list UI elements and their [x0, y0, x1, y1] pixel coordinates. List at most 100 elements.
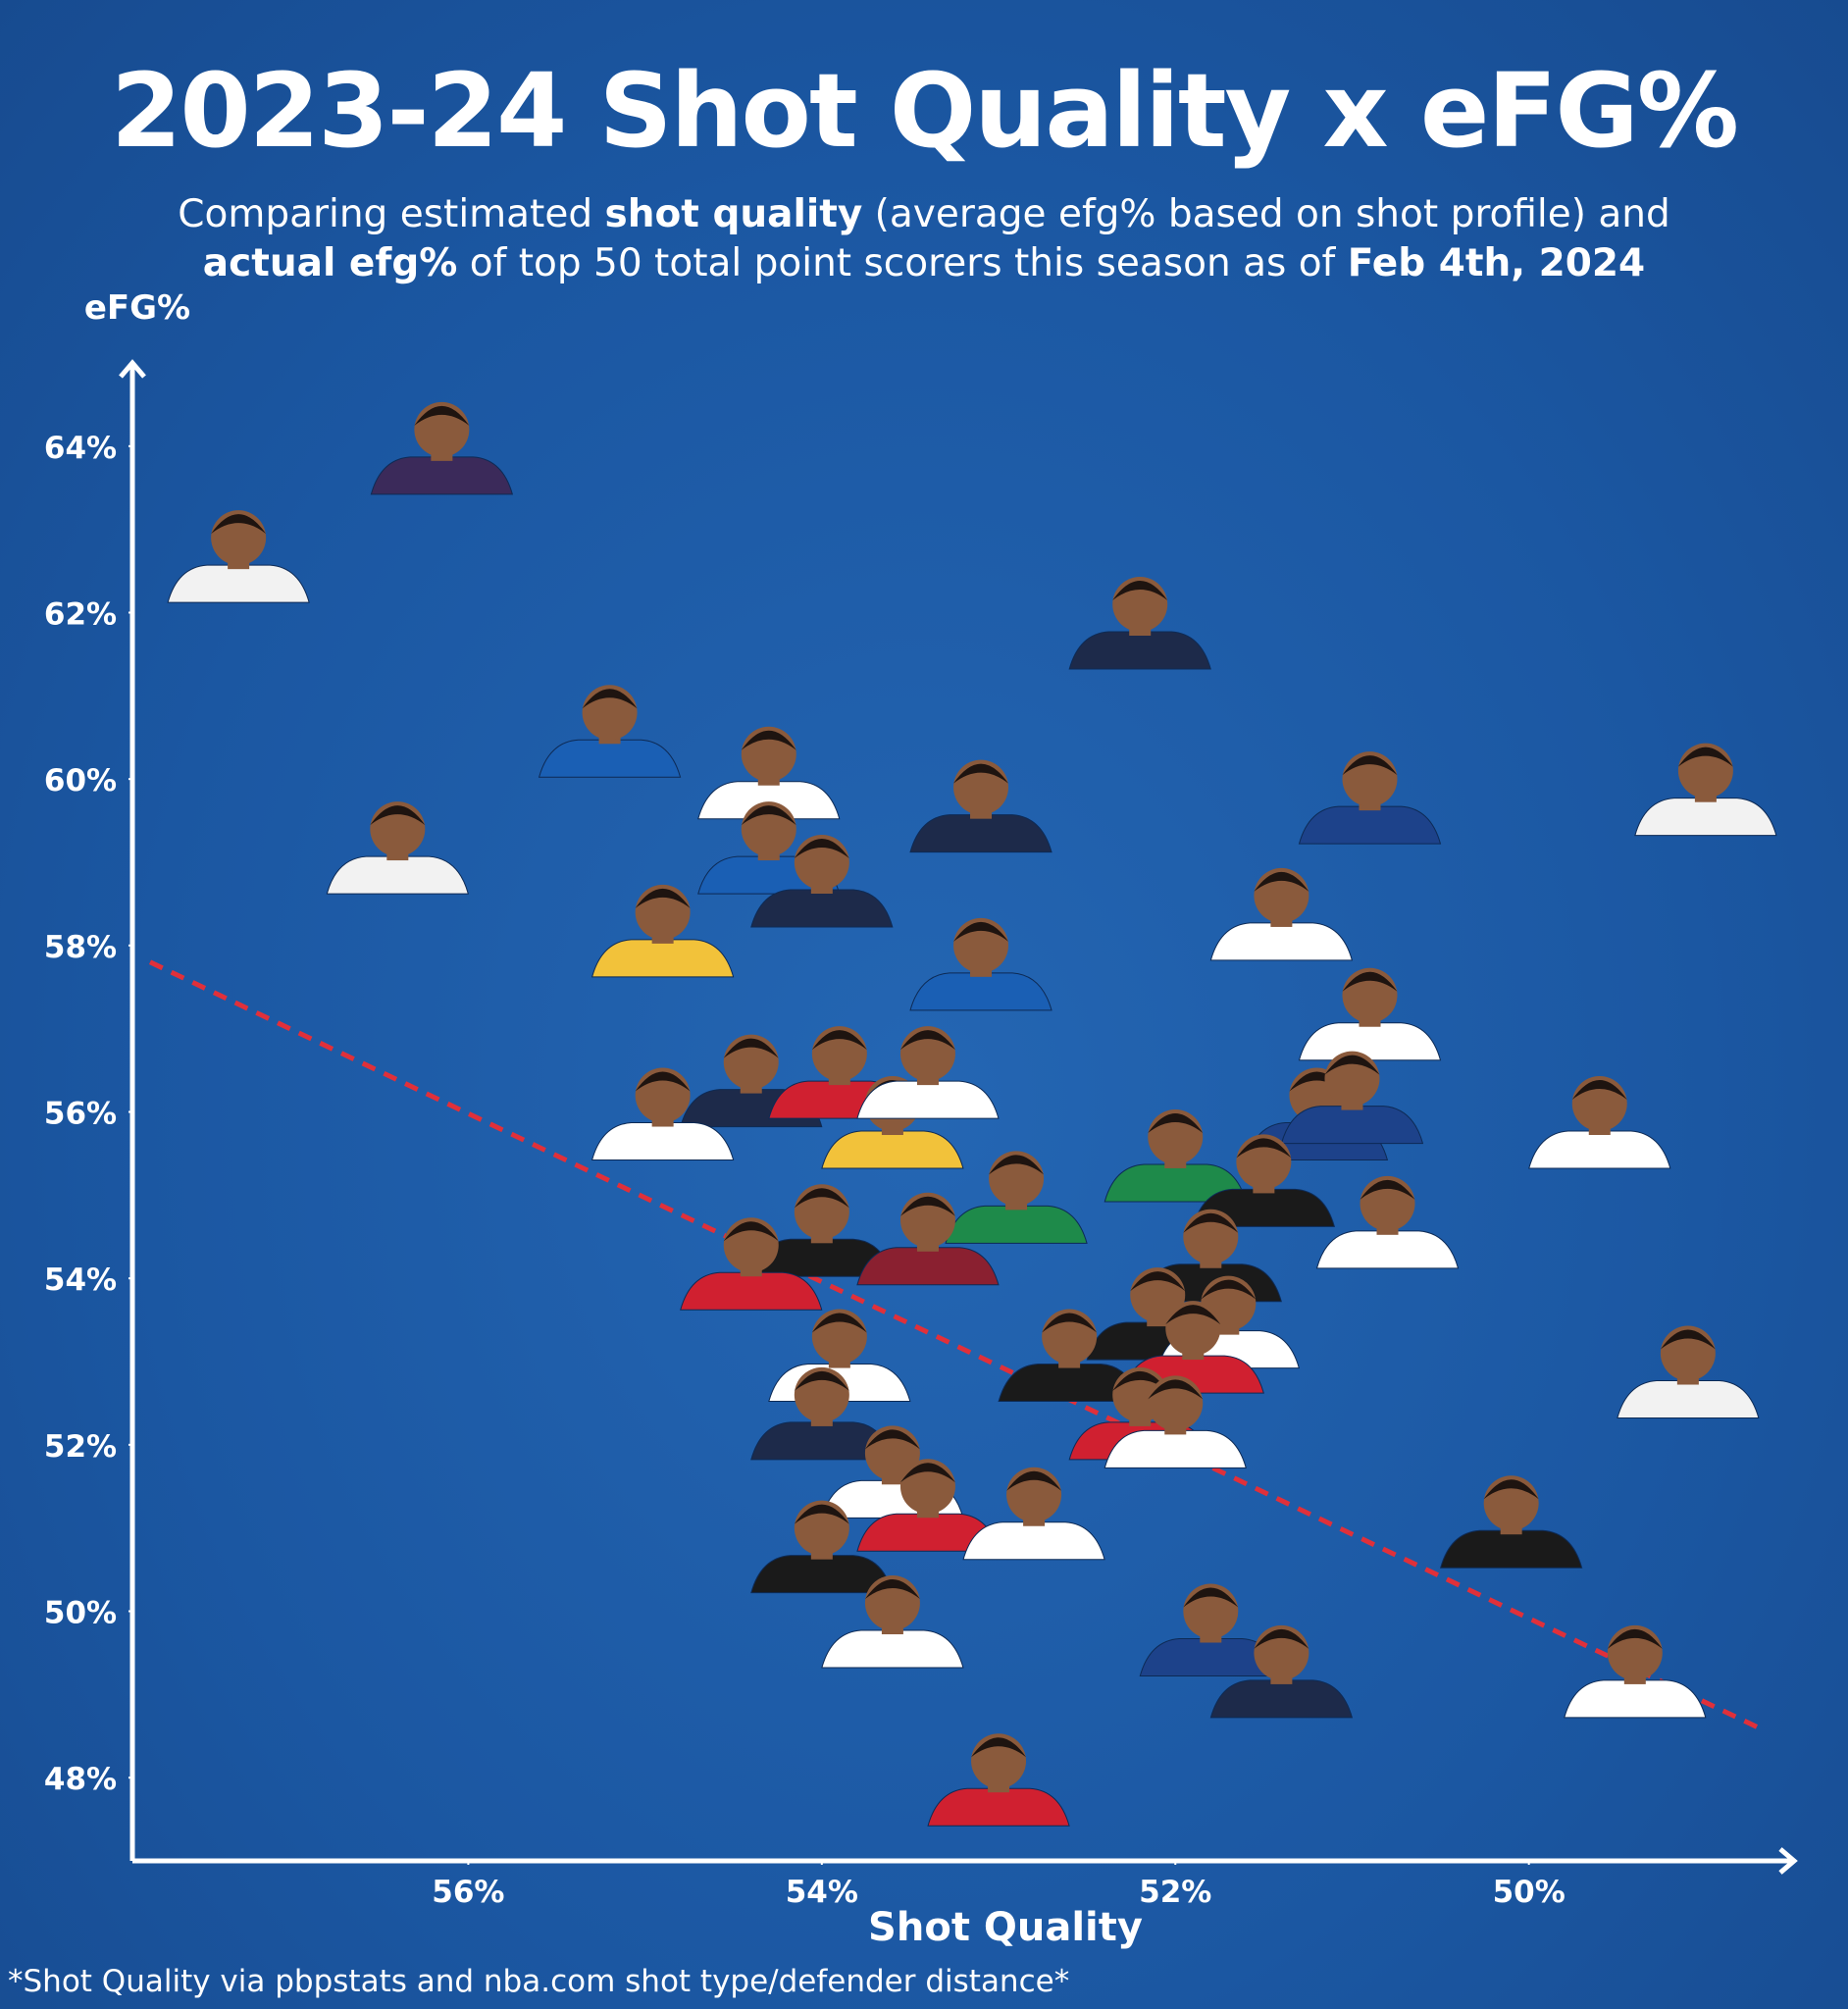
jersey	[326, 855, 469, 895]
hair	[1183, 1212, 1239, 1233]
jersey	[1068, 631, 1211, 670]
jersey	[1315, 1230, 1460, 1269]
player-headshot	[538, 685, 682, 778]
hair	[794, 1188, 849, 1209]
player-headshot	[962, 1467, 1105, 1561]
hair	[1042, 1313, 1098, 1333]
player-headshot	[1528, 1076, 1671, 1169]
hair	[794, 1504, 849, 1524]
jersey	[1280, 1106, 1424, 1145]
player-headshot	[1068, 577, 1211, 670]
hair	[635, 888, 691, 908]
jersey	[945, 1205, 1088, 1244]
jersey	[1298, 1022, 1442, 1061]
hair	[899, 1196, 955, 1216]
player-headshot	[590, 884, 735, 978]
jersey	[370, 456, 514, 495]
hair	[1148, 1379, 1204, 1400]
hair	[1483, 1479, 1539, 1500]
player-headshot	[590, 1067, 735, 1161]
subtitle-text: actual efg%	[202, 241, 458, 285]
hair	[1148, 1112, 1204, 1133]
hair	[811, 1313, 867, 1333]
jersey	[962, 1521, 1105, 1561]
y-tick-label: 56%	[44, 1097, 117, 1132]
hair	[741, 805, 796, 826]
jersey	[856, 1247, 1000, 1286]
player-headshot	[750, 1366, 894, 1461]
hair	[1112, 1370, 1168, 1391]
x-tick-label: 54%	[786, 1875, 858, 1910]
y-tick-label: 58%	[44, 930, 117, 965]
subtitle-text: Feb 4th, 2024	[1347, 241, 1646, 285]
hair	[953, 921, 1009, 942]
hair	[1254, 871, 1309, 892]
jersey	[167, 564, 310, 603]
hair	[1112, 581, 1168, 601]
player-headshot	[1298, 967, 1442, 1061]
hair	[635, 1071, 691, 1092]
jersey	[1209, 1679, 1354, 1719]
hair	[414, 405, 470, 426]
player-headshot	[680, 1217, 823, 1311]
player-headshot	[326, 801, 469, 895]
jersey	[1634, 798, 1777, 837]
hair	[1324, 1055, 1380, 1075]
hair	[1571, 1080, 1627, 1101]
jersey	[821, 1629, 964, 1669]
player-headshot	[927, 1733, 1070, 1827]
subtitle-text: of top 50 total point scorers this seaso…	[457, 241, 1348, 285]
jersey	[1104, 1163, 1247, 1203]
y-tick-label: 52%	[44, 1429, 117, 1465]
hair	[1165, 1305, 1221, 1325]
hair	[794, 839, 849, 858]
hair	[1130, 1271, 1186, 1292]
hair	[989, 1155, 1045, 1175]
jersey	[590, 939, 735, 978]
hair	[1360, 1179, 1415, 1200]
player-headshot	[998, 1309, 1141, 1403]
player-headshot	[1209, 867, 1354, 961]
player-headshot	[1564, 1624, 1707, 1719]
player-headshot	[856, 1026, 1000, 1119]
y-tick-label: 54%	[44, 1262, 117, 1298]
player-headshot	[750, 835, 894, 928]
hair	[723, 1038, 779, 1058]
x-axis-arrow	[1778, 1847, 1798, 1875]
hair	[899, 1030, 955, 1051]
subtitle: Comparing estimated shot quality (averag…	[0, 192, 1848, 236]
hair	[741, 730, 796, 750]
hair	[1006, 1470, 1062, 1491]
player-headshot	[1104, 1108, 1247, 1203]
player-headshot	[1315, 1175, 1460, 1269]
hair	[370, 805, 426, 826]
jersey	[680, 1271, 823, 1311]
hair	[1607, 1628, 1663, 1649]
hair	[582, 689, 638, 709]
jersey	[909, 972, 1052, 1011]
subtitle-text: (average efg% based on shot profile) and	[862, 192, 1670, 236]
jersey	[856, 1080, 1000, 1119]
hair	[211, 514, 267, 535]
jersey	[697, 781, 841, 820]
player-headshot	[1440, 1475, 1583, 1569]
player-headshot	[856, 1192, 1000, 1286]
hair	[1342, 755, 1398, 776]
player-headshot	[1104, 1375, 1247, 1468]
x-tick-label: 50%	[1493, 1875, 1566, 1910]
hair	[723, 1221, 779, 1242]
player-headshot	[856, 1459, 1000, 1552]
jersey	[1209, 922, 1354, 961]
hair	[811, 1030, 867, 1051]
y-axis-arrow	[119, 359, 146, 379]
subtitle: actual efg% of top 50 total point scorer…	[0, 241, 1848, 285]
hair	[1236, 1138, 1292, 1159]
player-headshot	[821, 1575, 964, 1669]
jersey	[1564, 1679, 1707, 1719]
y-tick-label: 50%	[44, 1596, 117, 1631]
y-axis-label: eFG%	[84, 288, 190, 328]
hair	[864, 1429, 920, 1450]
x-tick-label: 56%	[432, 1875, 504, 1910]
player-headshot	[697, 726, 841, 820]
